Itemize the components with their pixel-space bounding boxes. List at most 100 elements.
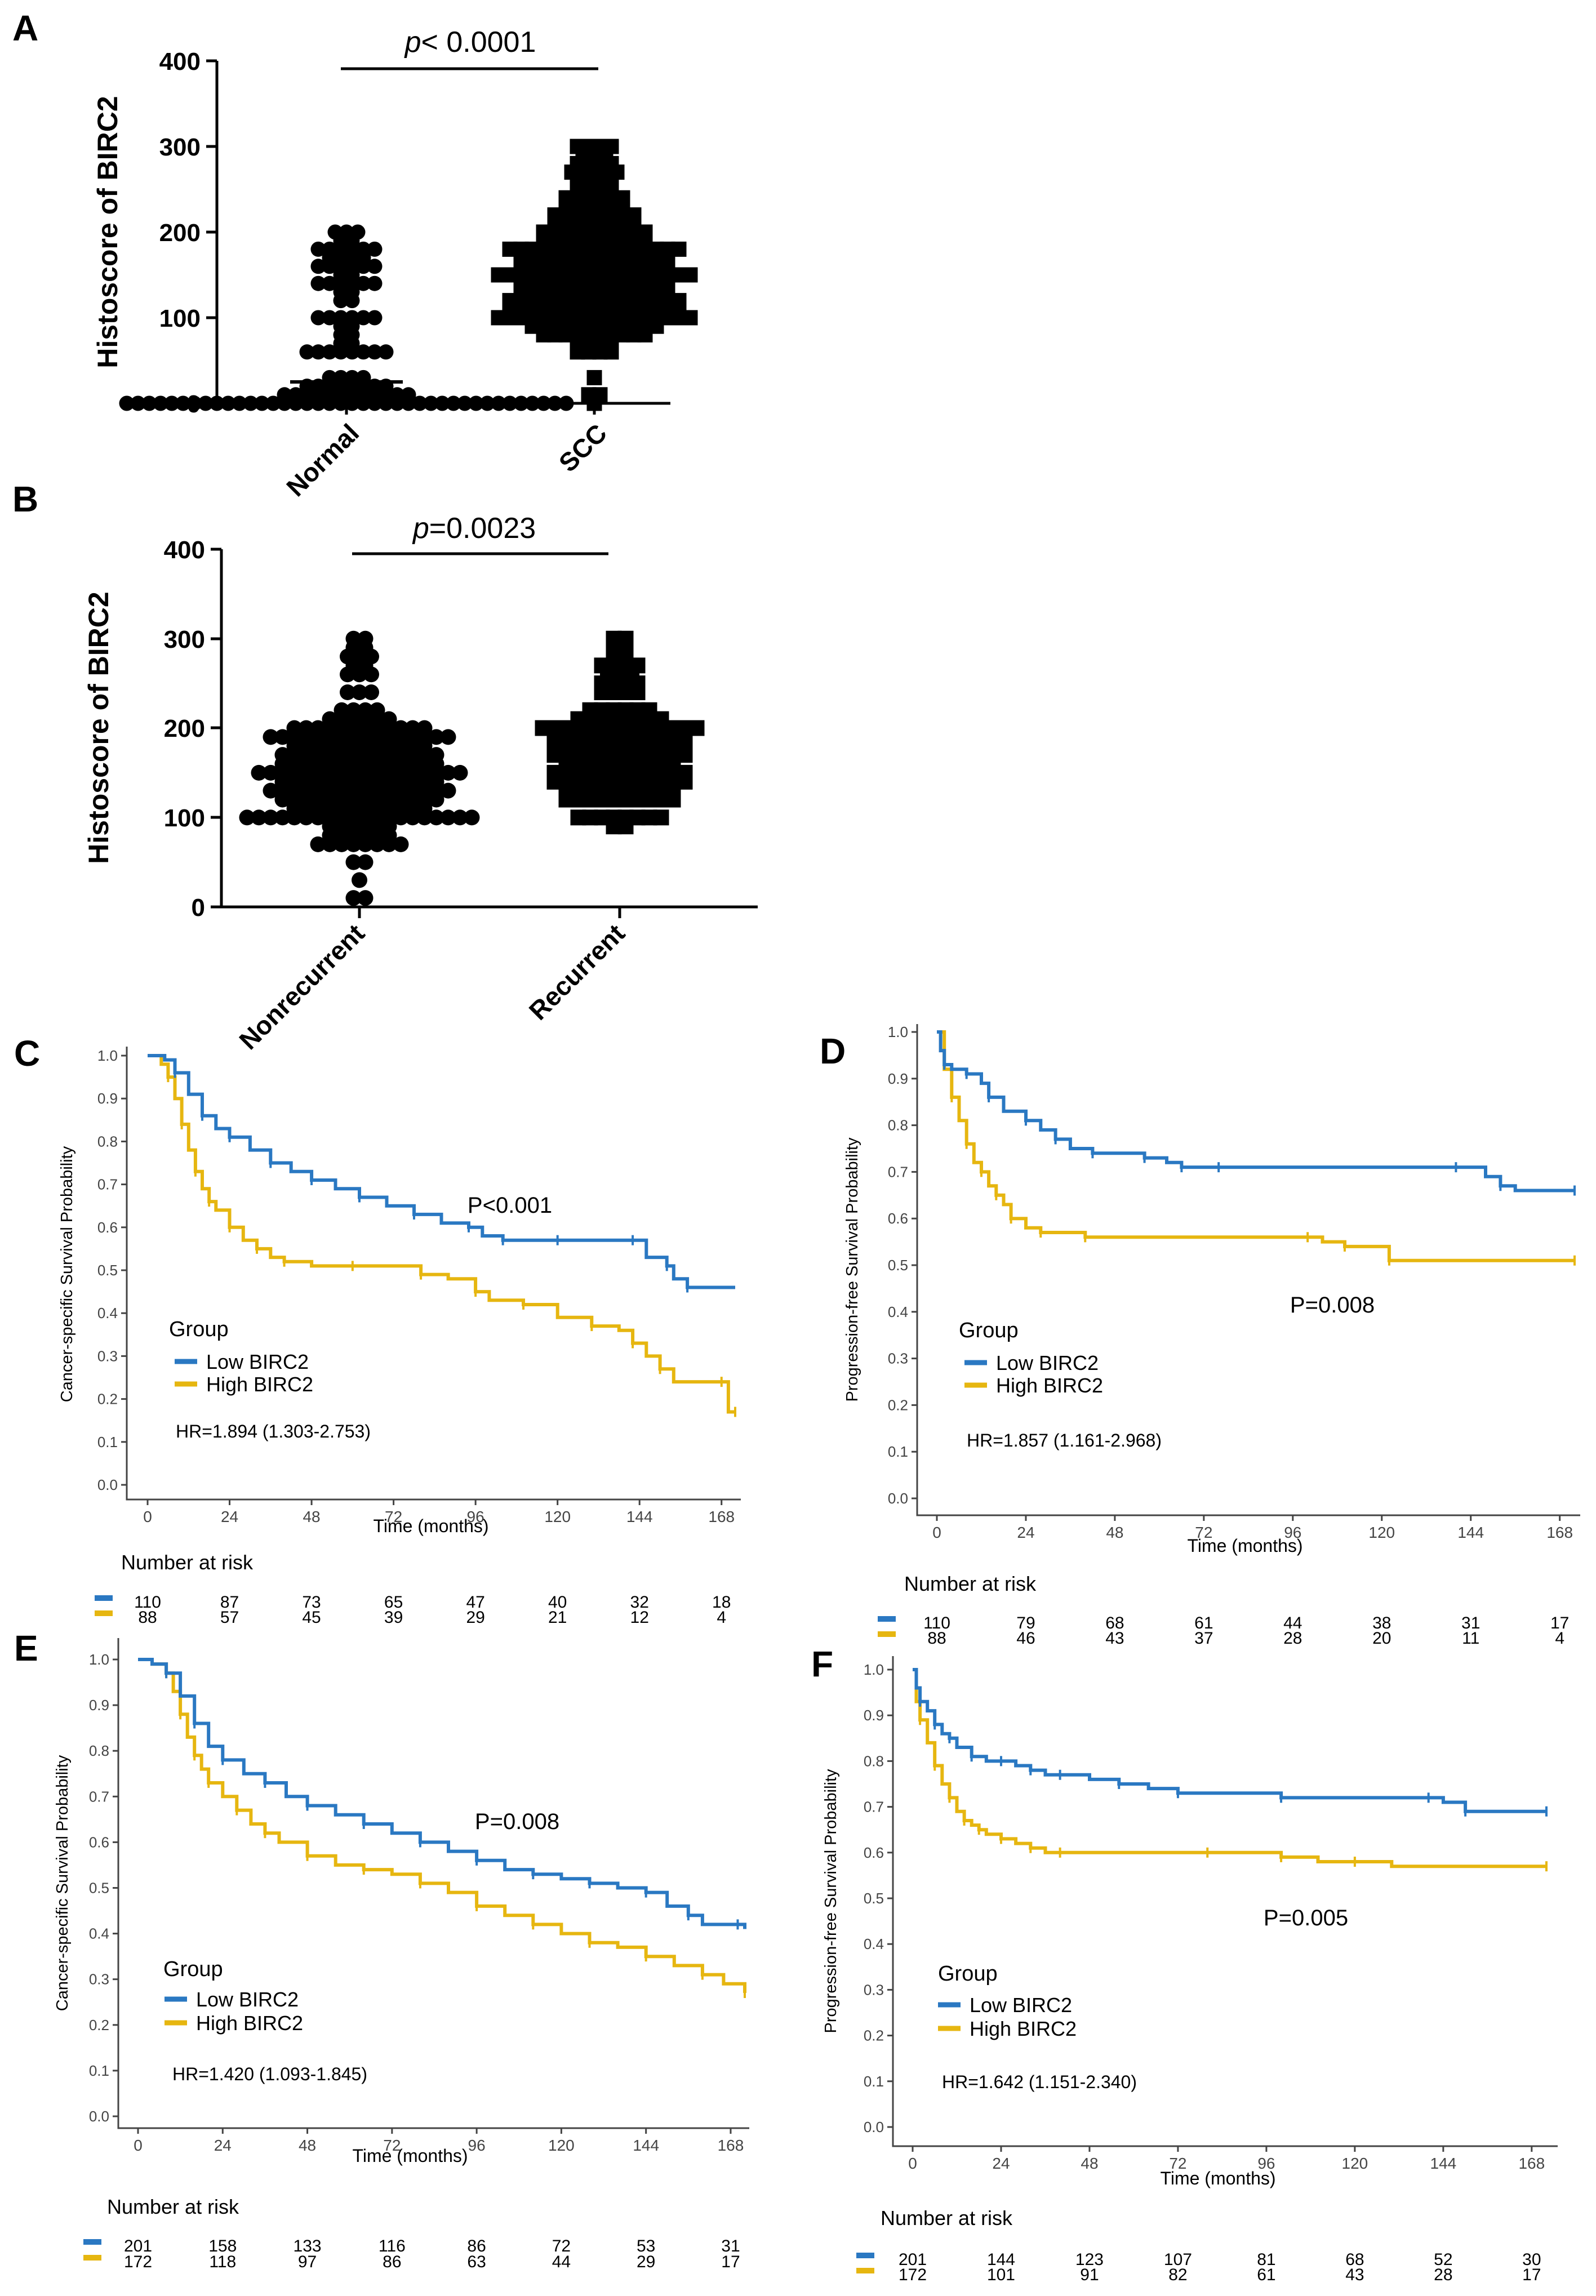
y-tick-label: 0.9 bbox=[89, 1697, 109, 1714]
data-point bbox=[345, 890, 362, 906]
data-point bbox=[671, 241, 687, 257]
panel-d-x-axis-label: Time (months) bbox=[1187, 1536, 1302, 1556]
y-tick-label: 1.0 bbox=[888, 1024, 908, 1040]
risk-count-low: 201 bbox=[124, 2237, 152, 2255]
data-point bbox=[653, 809, 669, 826]
risk-count-high: 21 bbox=[548, 1608, 567, 1627]
risk-count-low: 31 bbox=[721, 2237, 740, 2255]
data-point bbox=[352, 684, 367, 700]
y-tick-label: 0.4 bbox=[888, 1303, 908, 1320]
risk-count-high: 44 bbox=[552, 2253, 571, 2271]
risk-count-low: 30 bbox=[1522, 2250, 1541, 2269]
panel-b-ytick-label: 300 bbox=[164, 626, 205, 653]
data-point bbox=[310, 241, 326, 257]
data-point bbox=[389, 387, 405, 403]
data-point bbox=[334, 702, 350, 718]
risk-count-low: 87 bbox=[220, 1593, 239, 1612]
x-tick-label: 144 bbox=[1430, 2155, 1457, 2172]
data-point bbox=[440, 809, 456, 826]
data-point bbox=[310, 720, 326, 736]
panel-a-ytick-label: 300 bbox=[159, 134, 201, 161]
low-birc2-curve bbox=[138, 1658, 746, 1929]
panel-e-risk-title: Number at risk bbox=[107, 2195, 239, 2218]
y-tick-label: 0.8 bbox=[864, 1752, 884, 1769]
risk-count-low: 107 bbox=[1164, 2250, 1192, 2269]
y-tick-label: 0.2 bbox=[864, 2027, 884, 2044]
data-point bbox=[401, 387, 416, 403]
y-tick-label: 0.8 bbox=[89, 1742, 109, 1759]
y-tick-label: 0.9 bbox=[97, 1090, 118, 1107]
data-point bbox=[333, 310, 349, 326]
data-point bbox=[355, 344, 371, 360]
data-point bbox=[345, 854, 362, 870]
data-point bbox=[263, 729, 279, 745]
y-tick-label: 0.0 bbox=[864, 2119, 884, 2135]
x-tick-label: 168 bbox=[1546, 1524, 1573, 1541]
risk-count-low: 17 bbox=[1550, 1614, 1569, 1632]
panel-b-x-ticks bbox=[358, 907, 621, 918]
data-point bbox=[350, 224, 366, 240]
x-tick-label: 72 bbox=[383, 2137, 401, 2154]
panel-d-legend-low-label: Low BIRC2 bbox=[996, 1351, 1099, 1374]
data-point bbox=[322, 344, 337, 360]
data-point bbox=[355, 310, 371, 326]
panel-a-y-ticks bbox=[206, 59, 217, 405]
y-tick-label: 0.4 bbox=[864, 1935, 884, 1952]
panel-f-legend-title: Group bbox=[938, 1962, 998, 1986]
y-tick-label: 0.4 bbox=[89, 1925, 109, 1942]
x-tick-label: 24 bbox=[1017, 1524, 1034, 1541]
panel-b-ytick-label: 200 bbox=[164, 715, 205, 742]
data-point bbox=[416, 720, 433, 736]
risk-count-high: 28 bbox=[1283, 1629, 1302, 1648]
panel-e-y-axis-label: Cancer-specific Survival Probability bbox=[54, 1755, 72, 2011]
y-tick-label: 0.7 bbox=[97, 1176, 118, 1193]
risk-count-low: 38 bbox=[1372, 1614, 1391, 1632]
panel-e: E 0.0 0.1 0.2 0.3 0.4 0.5 0.6 0.7 0.8 0.9 1.0 0 24 48… bbox=[14, 1628, 749, 2271]
risk-count-high: 88 bbox=[927, 1629, 946, 1648]
risk-count-low: 86 bbox=[467, 2237, 486, 2255]
x-tick-label: 48 bbox=[1081, 2155, 1098, 2172]
risk-count-low: 31 bbox=[1461, 1614, 1480, 1632]
data-point bbox=[327, 224, 343, 240]
panel-b-ytick-label: 0 bbox=[192, 894, 205, 922]
risk-count-high: 46 bbox=[1016, 1629, 1035, 1648]
data-point bbox=[440, 729, 456, 745]
panel-c-risk-title: Number at risk bbox=[121, 1551, 254, 1574]
data-point bbox=[367, 241, 383, 257]
x-tick-label: 120 bbox=[548, 2137, 575, 2154]
y-tick-label: 0.4 bbox=[97, 1305, 118, 1321]
x-tick-label: 0 bbox=[134, 2137, 143, 2154]
x-tick-label: 168 bbox=[1518, 2155, 1545, 2172]
panel-b-y-axis-label: Histoscore of BIRC2 bbox=[83, 591, 114, 864]
panel-f-x-axis-label: Time (months) bbox=[1160, 2168, 1275, 2188]
panel-c-label: C bbox=[14, 1033, 40, 1074]
panel-b-y-ticks bbox=[211, 548, 221, 909]
data-point bbox=[393, 720, 409, 736]
y-tick-label: 1.0 bbox=[864, 1661, 884, 1678]
x-tick-label: 168 bbox=[718, 2137, 744, 2154]
data-point bbox=[310, 836, 326, 852]
y-tick-label: 0.8 bbox=[888, 1117, 908, 1134]
risk-count-high: 17 bbox=[721, 2253, 740, 2271]
x-tick-label: 48 bbox=[1106, 1524, 1123, 1541]
y-tick-label: 0.1 bbox=[97, 1434, 118, 1450]
data-point bbox=[603, 139, 619, 154]
x-tick-label: 24 bbox=[992, 2155, 1010, 2172]
data-point bbox=[682, 267, 698, 283]
x-tick-label: 96 bbox=[467, 1508, 484, 1525]
data-point bbox=[641, 702, 657, 718]
y-tick-label: 0.0 bbox=[97, 1476, 118, 1493]
y-tick-label: 0.3 bbox=[89, 1971, 109, 1988]
high-birc2-curve bbox=[138, 1658, 746, 1993]
x-tick-label: 72 bbox=[1169, 2155, 1186, 2172]
data-point bbox=[352, 872, 367, 888]
risk-count-low: 72 bbox=[552, 2237, 571, 2255]
risk-count-low: 79 bbox=[1016, 1614, 1035, 1632]
panel-f-y-axis-label: Progression-free Survival Probability bbox=[822, 1769, 840, 2034]
panel-b-points bbox=[239, 630, 705, 906]
data-point bbox=[251, 809, 267, 826]
